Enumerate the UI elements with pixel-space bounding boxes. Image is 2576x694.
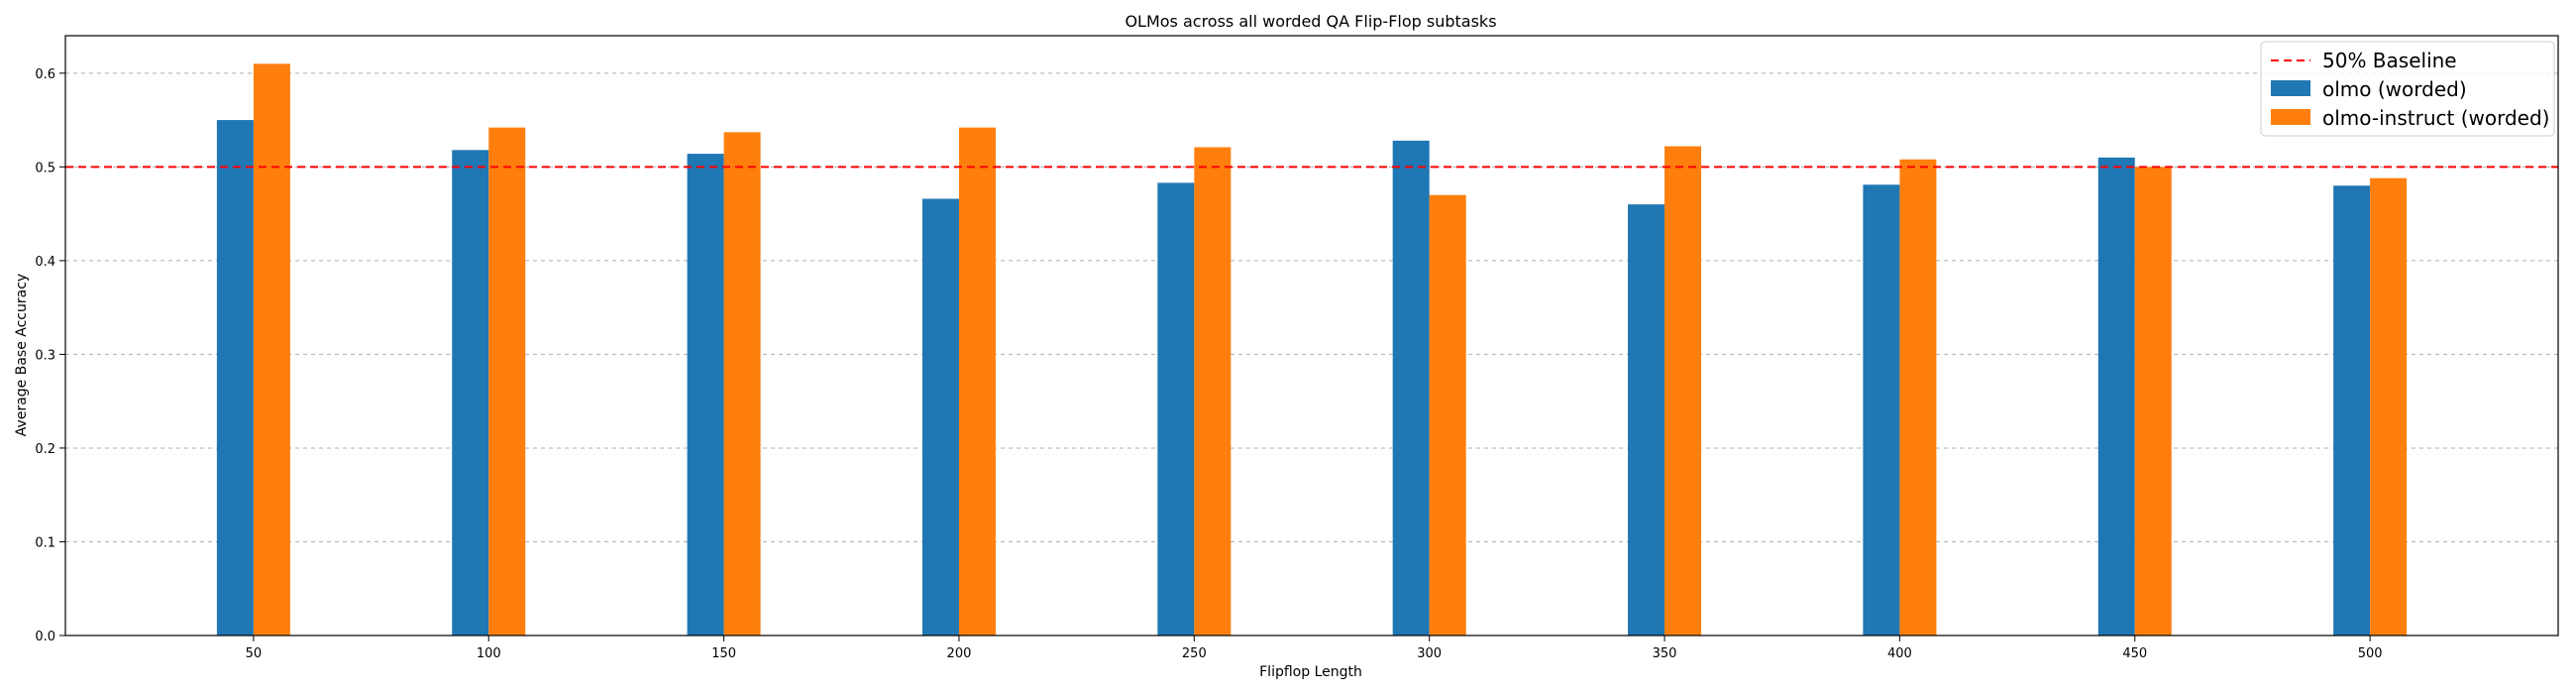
y-tick-label: 0.0 [35,630,55,644]
y-axis-label: Average Base Accuracy [14,274,30,436]
legend-series-1-label: olmo-instruct (worded) [2322,106,2549,130]
legend-series-1-swatch [2271,109,2310,125]
legend-box [2260,41,2555,137]
bar-series-1 [1664,146,1702,636]
x-tick-label: 350 [1653,646,1677,661]
legend-series-0-label: olmo (worded) [2322,77,2467,101]
bar-series-0 [2333,185,2371,636]
bar-series-1 [2134,167,2172,636]
x-tick-label: 50 [246,646,263,661]
legend-series-0-swatch [2271,80,2310,96]
bar-series-1 [253,63,290,636]
chart-title: OLMos across all worded QA Flip-Flop sub… [1125,12,1496,31]
x-axis-ticks: 50 100 150 200 250 300 350 400 450 500 [246,636,2383,661]
bar-series-0 [1863,184,1900,636]
grid-lines [65,72,2558,542]
y-tick-label: 0.4 [35,255,55,270]
bar-series-0 [1628,204,1665,636]
bar-series-1 [958,127,996,636]
x-tick-label: 100 [477,646,501,661]
legend: 50% Baseline olmo (worded) olmo-instruct… [2260,41,2555,137]
bar-series-1 [1429,194,1466,636]
x-tick-label: 250 [1182,646,1207,661]
x-tick-label: 200 [947,646,972,661]
x-tick-label: 500 [2358,646,2383,661]
bars [216,63,2408,636]
x-tick-label: 300 [1417,646,1442,661]
bar-series-0 [921,198,959,636]
bar-series-1 [2370,177,2408,636]
x-tick-label: 150 [711,646,736,661]
bar-series-0 [452,150,489,636]
bar-series-0 [1157,182,1195,636]
plot-frame [64,35,2559,636]
y-tick-label: 0.3 [35,348,55,363]
x-axis-label: Flipflop Length [1259,664,1362,680]
y-tick-label: 0.1 [35,535,55,550]
bar-series-1 [1194,147,1232,636]
bar-series-0 [2097,157,2135,636]
y-tick-label: 0.2 [35,442,55,457]
bar-series-0 [687,154,724,636]
bar-series-1 [723,132,761,636]
bar-series-1 [1899,159,1937,636]
y-tick-label: 0.5 [35,161,55,175]
x-tick-label: 450 [2122,646,2147,661]
y-tick-label: 0.6 [35,67,55,82]
legend-baseline-label: 50% Baseline [2322,49,2457,72]
bar-series-0 [1392,140,1430,636]
x-tick-label: 400 [1887,646,1912,661]
bar-series-1 [488,127,526,636]
bar-series-0 [216,120,254,636]
y-axis-ticks: 0.0 0.1 0.2 0.3 0.4 0.5 0.6 [35,67,65,644]
